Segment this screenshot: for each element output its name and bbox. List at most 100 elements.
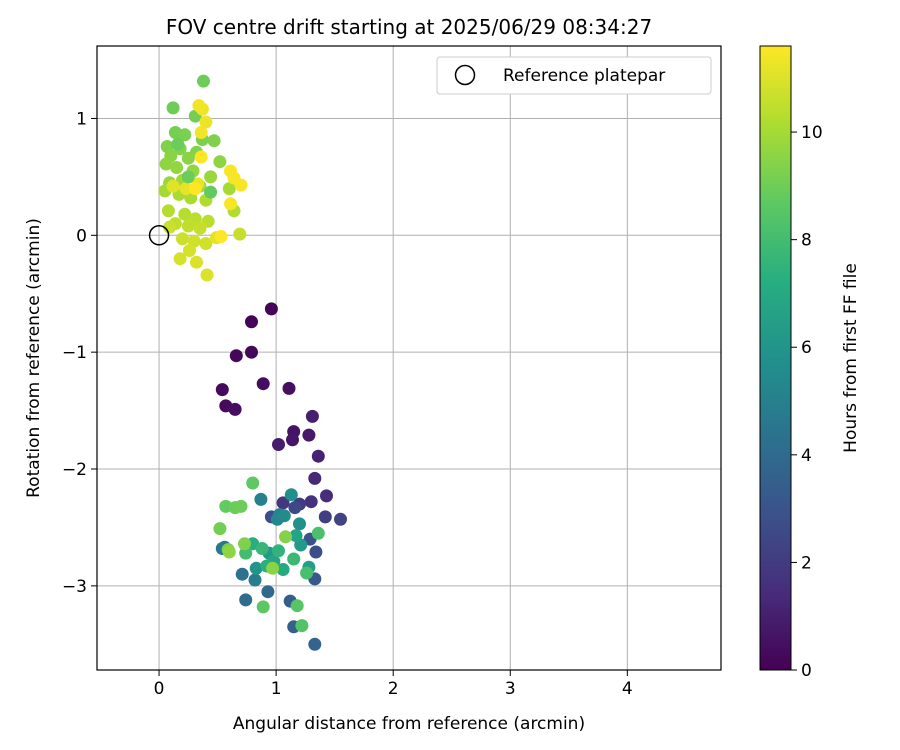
- data-point: [199, 237, 213, 250]
- data-point: [288, 501, 302, 515]
- plot-grid: [97, 46, 721, 670]
- data-point: [311, 449, 325, 463]
- data-point: [235, 567, 249, 581]
- y-tick-label: −3: [62, 577, 87, 597]
- data-point: [178, 128, 192, 142]
- data-point: [302, 428, 316, 442]
- data-point: [207, 134, 221, 148]
- data-point: [234, 178, 248, 192]
- data-point: [166, 101, 180, 115]
- data-point: [320, 489, 333, 503]
- y-tick-label: 1: [76, 109, 87, 129]
- data-point: [181, 219, 195, 233]
- data-point: [277, 509, 291, 523]
- x-tick-label: 3: [505, 679, 516, 699]
- x-tick-label: 0: [154, 679, 165, 699]
- data-point: [199, 115, 213, 129]
- x-tick-label: 2: [388, 679, 399, 699]
- scatter-points: [158, 74, 347, 651]
- data-point: [238, 537, 251, 551]
- colorbar-tick-label: 10: [801, 123, 823, 143]
- data-point: [295, 619, 309, 633]
- data-point: [176, 232, 189, 246]
- legend-box: [436, 56, 712, 95]
- data-point: [192, 99, 206, 113]
- data-point: [161, 204, 175, 218]
- legend-label-reference: Reference platepar: [503, 66, 665, 86]
- data-point: [305, 409, 319, 423]
- data-point: [284, 488, 298, 502]
- data-point: [200, 268, 214, 282]
- data-point: [234, 499, 248, 513]
- y-tick-label: −1: [62, 343, 87, 363]
- colorbar-ticks: 0 2 4 6 8 10: [791, 123, 823, 681]
- y-tick-label: −2: [62, 460, 87, 480]
- colorbar-tick-label: 8: [801, 231, 812, 251]
- data-point: [276, 496, 290, 510]
- x-axis-label: Angular distance from reference (arcmin): [233, 714, 585, 734]
- data-point: [249, 561, 263, 575]
- legend: Reference platepar: [436, 56, 712, 95]
- data-point: [308, 471, 322, 485]
- data-point: [215, 383, 229, 397]
- data-point: [188, 182, 202, 196]
- data-point: [181, 151, 195, 165]
- colorbar-label: Hours from first FF file: [841, 263, 861, 453]
- data-point: [194, 126, 208, 139]
- colorbar: 0 2 4 6 8 10 Hours from first FF file: [759, 45, 861, 681]
- x-axis: 0 1 2 3 4: [154, 670, 633, 699]
- data-point: [282, 381, 296, 395]
- data-point: [181, 170, 195, 184]
- data-point: [286, 433, 299, 447]
- data-point: [213, 155, 227, 169]
- y-tick-label: 0: [76, 226, 87, 246]
- data-point: [170, 161, 184, 174]
- data-point: [171, 137, 185, 151]
- data-point: [228, 402, 242, 416]
- data-point: [245, 315, 258, 329]
- data-point: [193, 221, 207, 235]
- data-point: [261, 585, 275, 599]
- data-point: [179, 182, 193, 196]
- data-point: [300, 566, 314, 580]
- data-point: [272, 544, 285, 558]
- colorbar-tick-label: 2: [801, 553, 812, 573]
- colorbar-tick-label: 4: [801, 446, 812, 466]
- data-point: [246, 476, 260, 490]
- data-point: [289, 529, 303, 543]
- data-point: [229, 349, 243, 363]
- colorbar-gradient: [759, 45, 792, 671]
- data-point: [256, 377, 270, 391]
- colorbar-tick-label: 0: [801, 661, 812, 681]
- data-point: [245, 345, 258, 359]
- data-point: [309, 545, 323, 559]
- data-point: [159, 157, 173, 171]
- data-point: [276, 563, 290, 576]
- data-point: [204, 185, 218, 199]
- data-point: [272, 438, 285, 451]
- data-point: [222, 545, 236, 559]
- data-point: [222, 182, 236, 196]
- data-point: [197, 74, 210, 88]
- data-point: [224, 197, 237, 211]
- data-point: [293, 517, 306, 531]
- y-axis-label: Rotation from reference (arcmin): [24, 218, 44, 498]
- data-point: [254, 492, 268, 506]
- data-point: [213, 522, 227, 536]
- data-point: [334, 512, 347, 526]
- plot-frame: [96, 45, 722, 671]
- data-point: [304, 495, 318, 509]
- chart-title: FOV centre drift starting at 2025/06/29 …: [166, 15, 652, 39]
- data-point: [214, 230, 228, 243]
- colorbar-tick-label: 6: [801, 338, 812, 358]
- data-point: [233, 227, 247, 241]
- reference-marker-layer: [148, 225, 170, 246]
- data-point: [190, 255, 203, 269]
- data-point: [248, 573, 262, 587]
- data-point: [204, 170, 218, 184]
- x-tick-label: 4: [622, 679, 633, 699]
- legend-marker-reference: [454, 64, 476, 86]
- data-point: [178, 207, 192, 221]
- data-point: [308, 637, 322, 651]
